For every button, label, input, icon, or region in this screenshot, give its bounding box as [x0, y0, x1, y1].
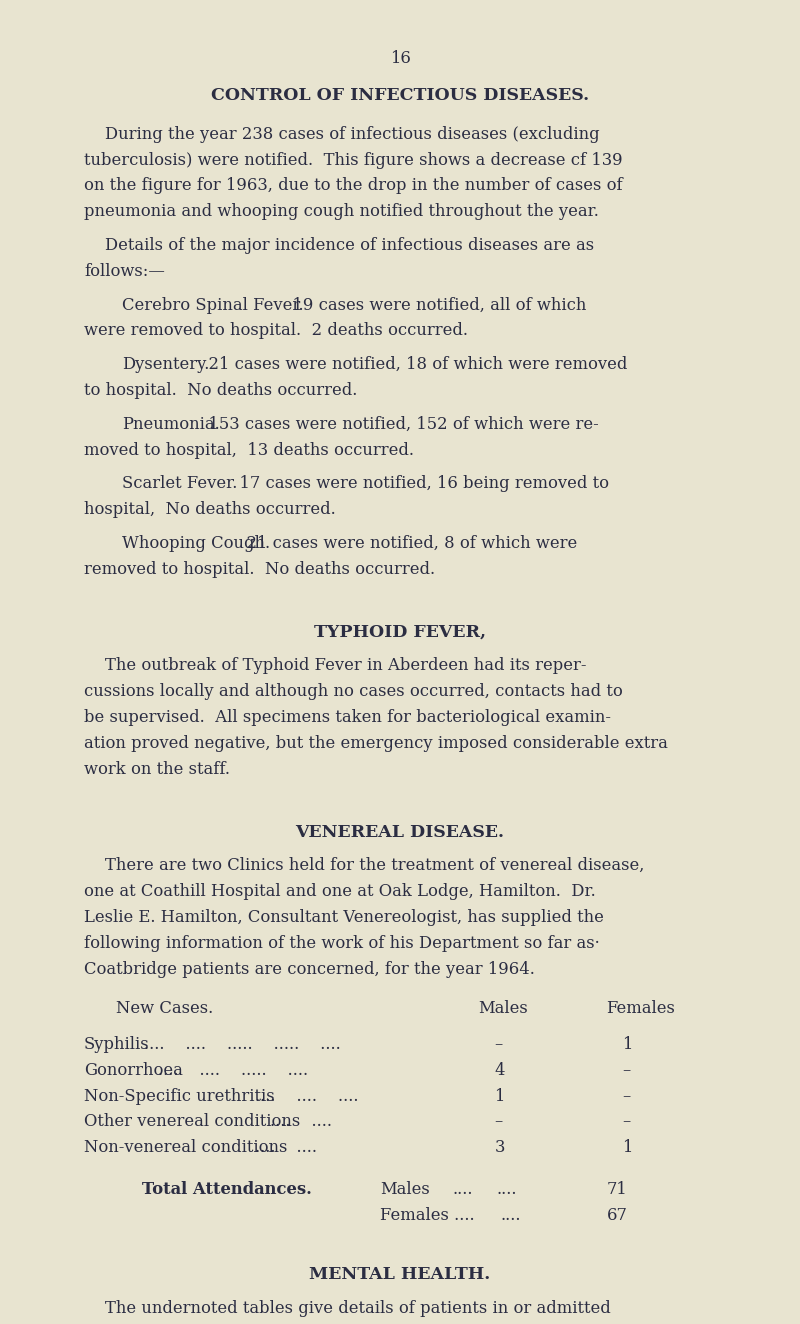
Text: –: –: [622, 1062, 630, 1079]
Text: ....: ....: [453, 1181, 474, 1198]
Text: 1: 1: [622, 1139, 633, 1156]
Text: ....    ....: .... ....: [255, 1139, 317, 1156]
Text: 19 cases were notified, all of which: 19 cases were notified, all of which: [282, 297, 586, 314]
Text: ation proved negative, but the emergency imposed considerable extra: ation proved negative, but the emergency…: [84, 735, 668, 752]
Text: New Cases.: New Cases.: [116, 1000, 214, 1017]
Text: The undernoted tables give details of patients in or admitted: The undernoted tables give details of pa…: [84, 1299, 610, 1316]
Text: ....: ....: [496, 1181, 517, 1198]
Text: were removed to hospital.  2 deaths occurred.: were removed to hospital. 2 deaths occur…: [84, 322, 468, 339]
Text: Males: Males: [478, 1000, 528, 1017]
Text: ....    ....    .....    .....    ....: .... .... ..... ..... ....: [143, 1035, 340, 1053]
Text: Scarlet Fever.: Scarlet Fever.: [122, 475, 238, 493]
Text: Cerebro Spinal Fever.: Cerebro Spinal Fever.: [122, 297, 304, 314]
Text: Non-Specific urethritis: Non-Specific urethritis: [84, 1087, 274, 1104]
Text: Males: Males: [380, 1181, 430, 1198]
Text: ....    ....: .... ....: [270, 1113, 332, 1131]
Text: Females ....: Females ....: [380, 1206, 474, 1223]
Text: ....: ....: [500, 1206, 521, 1223]
Text: Total Attendances.: Total Attendances.: [142, 1181, 312, 1198]
Text: Gonorrhoea: Gonorrhoea: [84, 1062, 183, 1079]
Text: 3: 3: [494, 1139, 505, 1156]
Text: 21 cases were notified, 18 of which were removed: 21 cases were notified, 18 of which were…: [198, 356, 628, 373]
Text: work on the staff.: work on the staff.: [84, 760, 230, 777]
Text: one at Coathill Hospital and one at Oak Lodge, Hamilton.  Dr.: one at Coathill Hospital and one at Oak …: [84, 883, 596, 900]
Text: 21 cases were notified, 8 of which were: 21 cases were notified, 8 of which were: [237, 535, 578, 552]
Text: VENEREAL DISEASE.: VENEREAL DISEASE.: [295, 824, 505, 841]
Text: Details of the major incidence of infectious diseases are as: Details of the major incidence of infect…: [84, 237, 594, 254]
Text: There are two Clinics held for the treatment of venereal disease,: There are two Clinics held for the treat…: [84, 857, 644, 874]
Text: 16: 16: [390, 50, 410, 68]
Text: 4: 4: [494, 1062, 505, 1079]
Text: CONTROL OF INFECTIOUS DISEASES.: CONTROL OF INFECTIOUS DISEASES.: [211, 87, 589, 105]
Text: pneumonia and whooping cough notified throughout the year.: pneumonia and whooping cough notified th…: [84, 203, 599, 220]
Text: MENTAL HEALTH.: MENTAL HEALTH.: [310, 1266, 490, 1283]
Text: 71: 71: [606, 1181, 627, 1198]
Text: be supervised.  All specimens taken for bacteriological examin-: be supervised. All specimens taken for b…: [84, 708, 611, 726]
Text: following information of the work of his Department so far as·: following information of the work of his…: [84, 935, 600, 952]
Text: The outbreak of Typhoid Fever in Aberdeen had its reper-: The outbreak of Typhoid Fever in Aberdee…: [84, 657, 586, 674]
Text: Leslie E. Hamilton, Consultant Venereologist, has supplied the: Leslie E. Hamilton, Consultant Venereolo…: [84, 908, 604, 925]
Text: 1: 1: [494, 1087, 505, 1104]
Text: 153 cases were notified, 152 of which were re-: 153 cases were notified, 152 of which we…: [198, 416, 599, 433]
Text: Syphilis: Syphilis: [84, 1035, 150, 1053]
Text: follows:—: follows:—: [84, 262, 165, 279]
Text: ....    ....    .....    ....: .... .... ..... ....: [158, 1062, 309, 1079]
Text: 1: 1: [622, 1035, 633, 1053]
Text: 17 cases were notified, 16 being removed to: 17 cases were notified, 16 being removed…: [229, 475, 609, 493]
Text: to hospital.  No deaths occurred.: to hospital. No deaths occurred.: [84, 381, 358, 399]
Text: tuberculosis) were notified.  This figure shows a decrease cf 139: tuberculosis) were notified. This figure…: [84, 151, 622, 168]
Text: cussions locally and although no cases occurred, contacts had to: cussions locally and although no cases o…: [84, 683, 622, 700]
Text: Whooping Cough.: Whooping Cough.: [122, 535, 270, 552]
Text: 67: 67: [606, 1206, 627, 1223]
Text: –: –: [494, 1035, 502, 1053]
Text: During the year 238 cases of infectious diseases (excluding: During the year 238 cases of infectious …: [84, 126, 600, 143]
Text: hospital,  No deaths occurred.: hospital, No deaths occurred.: [84, 500, 336, 518]
Text: removed to hospital.  No deaths occurred.: removed to hospital. No deaths occurred.: [84, 560, 435, 577]
Text: on the figure for 1963, due to the drop in the number of cases of: on the figure for 1963, due to the drop …: [84, 177, 622, 195]
Text: ....    ....    ....: .... .... ....: [255, 1087, 358, 1104]
Text: Non-venereal conditions: Non-venereal conditions: [84, 1139, 287, 1156]
Text: –: –: [494, 1113, 502, 1131]
Text: moved to hospital,  13 deaths occurred.: moved to hospital, 13 deaths occurred.: [84, 441, 414, 458]
Text: Females: Females: [606, 1000, 675, 1017]
Text: TYPHOID FEVER,: TYPHOID FEVER,: [314, 624, 486, 641]
Text: Dysentery.: Dysentery.: [122, 356, 210, 373]
Text: Other venereal conditions: Other venereal conditions: [84, 1113, 300, 1131]
Text: Coatbridge patients are concerned, for the year 1964.: Coatbridge patients are concerned, for t…: [84, 960, 535, 977]
Text: –: –: [622, 1087, 630, 1104]
Text: Pneumonia.: Pneumonia.: [122, 416, 220, 433]
Text: –: –: [622, 1113, 630, 1131]
